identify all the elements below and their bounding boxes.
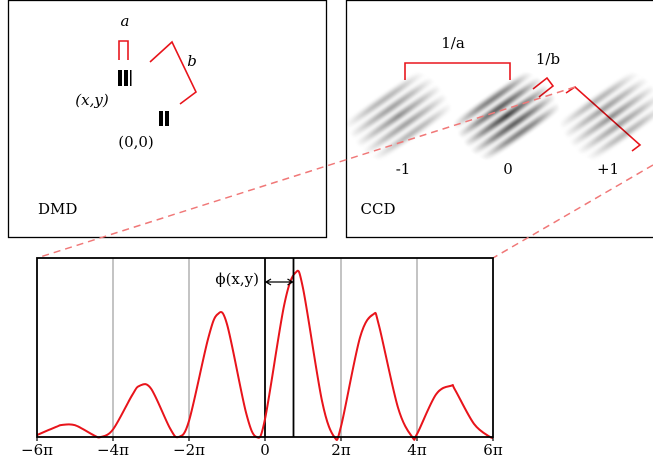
origin-label: (0,0) bbox=[118, 133, 154, 151]
order-label: 0 bbox=[503, 160, 513, 178]
label-inv-b: 1/b bbox=[536, 50, 560, 68]
ccd-label: CCD bbox=[361, 200, 396, 218]
label-inv-a: 1/a bbox=[441, 34, 465, 52]
origin-bars bbox=[159, 111, 169, 126]
x-tick-label: −2π bbox=[173, 441, 205, 459]
x-tick-label: 2π bbox=[331, 441, 351, 459]
label-a: a bbox=[121, 12, 130, 30]
dmd-label: DMD bbox=[38, 200, 77, 218]
pixel-label: (x,y) bbox=[75, 91, 109, 109]
bracket-b bbox=[149, 40, 198, 105]
bracket-inv-a bbox=[404, 62, 511, 80]
bracket-a bbox=[118, 40, 129, 60]
x-tick-label: 0 bbox=[260, 441, 270, 459]
bracket-inv-b bbox=[532, 76, 555, 98]
order-minus-1 bbox=[344, 67, 454, 164]
ccd-panel bbox=[345, 0, 653, 239]
order-label: +1 bbox=[597, 160, 619, 178]
pixel-bars bbox=[118, 70, 132, 86]
label-b: b bbox=[187, 52, 197, 70]
x-tick-label: 6π bbox=[483, 441, 503, 459]
zoom-line bbox=[36, 86, 576, 259]
x-tick-label: 4π bbox=[407, 441, 427, 459]
phase-label: ϕ(x,y) bbox=[215, 270, 259, 288]
order-label: -1 bbox=[396, 160, 411, 178]
dmd-panel bbox=[7, 0, 328, 239]
order-0 bbox=[452, 67, 562, 164]
zoom-line bbox=[492, 164, 653, 259]
phase-arrow bbox=[264, 278, 294, 286]
order-plus-1 bbox=[558, 67, 653, 164]
plot: ϕ(x,y) bbox=[36, 258, 494, 441]
x-tick-label: −6π bbox=[21, 441, 53, 459]
bracket-zoom bbox=[565, 85, 642, 152]
x-tick-label: −4π bbox=[97, 441, 129, 459]
